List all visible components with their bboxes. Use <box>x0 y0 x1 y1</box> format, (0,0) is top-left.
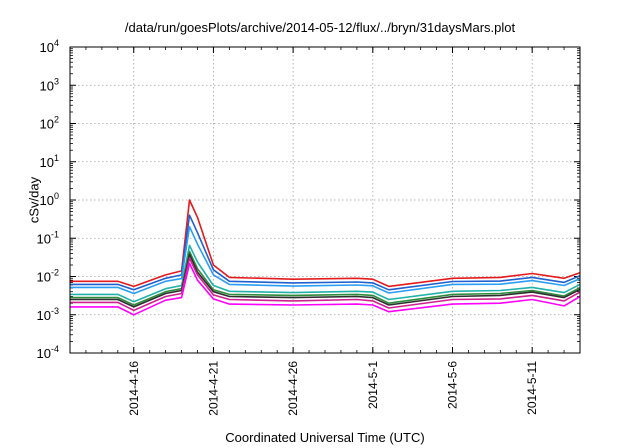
y-tick-label: 100 <box>40 191 59 208</box>
chart-title: /data/run/goesPlots/archive/2014-05-12/f… <box>124 20 516 35</box>
series-line-1 <box>70 199 581 288</box>
y-axis-label: cSv/day <box>26 176 42 224</box>
series-line-6 <box>70 253 581 308</box>
x-tick-label: 2014-5-6 <box>446 361 460 409</box>
x-tick-label: 2014-5-1 <box>366 361 380 409</box>
series-line-2 <box>70 214 581 291</box>
y-tick-label: 10-4 <box>37 344 59 361</box>
x-tick-label: 2014-4-26 <box>286 361 300 416</box>
y-tick-label: 10-3 <box>37 306 59 323</box>
y-tick-label: 102 <box>40 115 59 132</box>
y-tick-label: 104 <box>40 38 59 55</box>
x-tick-label: 2014-5-11 <box>525 361 539 415</box>
x-axis-label: Coordinated Universal Time (UTC) <box>225 430 425 445</box>
x-tick-label: 2014-4-16 <box>127 361 141 416</box>
y-tick-label: 101 <box>40 153 59 170</box>
series-line-3 <box>70 225 581 295</box>
series-line-5 <box>70 250 581 306</box>
series-line-7 <box>70 257 581 312</box>
x-tick-label: 2014-4-21 <box>206 361 220 416</box>
plot-border <box>69 46 581 354</box>
y-tick-label: 10-2 <box>37 268 59 285</box>
series-line-8 <box>70 262 581 316</box>
y-tick-label: 10-1 <box>37 229 59 246</box>
y-tick-label: 103 <box>40 76 59 93</box>
series-line-4 <box>70 244 581 303</box>
